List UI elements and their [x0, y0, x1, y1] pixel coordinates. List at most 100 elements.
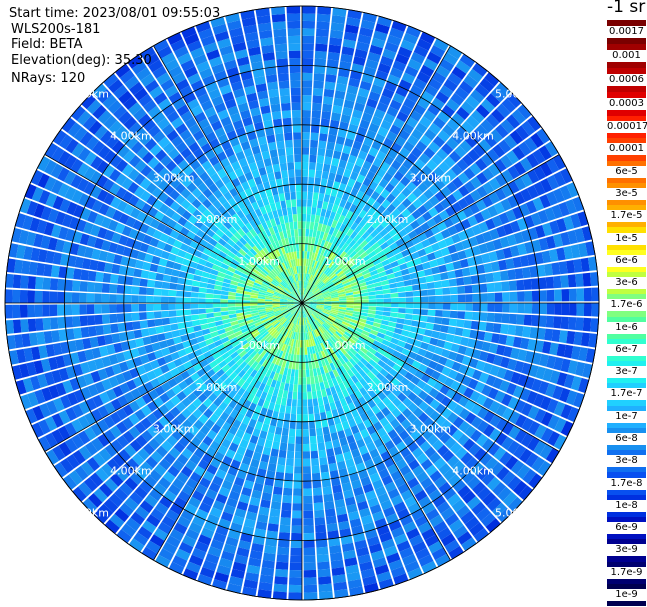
ppi-gate-cell: [177, 159, 189, 171]
ppi-gate-cell: [324, 298, 332, 301]
ppi-gate-cell: [580, 332, 590, 347]
ppi-gate-cell: [255, 345, 263, 353]
ppi-gate-cell: [221, 352, 230, 360]
ppi-gate-cell: [188, 382, 199, 392]
ppi-gate-cell: [328, 261, 335, 269]
ppi-gate-cell: [237, 200, 246, 210]
ppi-gate-cell: [457, 485, 471, 499]
ppi-gate-cell: [416, 71, 431, 84]
ppi-gate-cell: [166, 535, 181, 548]
ppi-gate-cell: [541, 250, 552, 264]
ppi-gate-cell: [288, 214, 293, 223]
ppi-gate-cell: [296, 303, 302, 309]
ppi-gate-cell: [412, 418, 423, 430]
ppi-gate-cell: [302, 303, 304, 311]
ppi-gate-cell: [112, 209, 123, 222]
ppi-gate-cell: [304, 347, 308, 355]
ppi-gate-cell: [476, 264, 486, 274]
ppi-gate-cell: [395, 238, 405, 247]
ppi-gate-cell: [339, 347, 347, 355]
ppi-gate-cell: [206, 166, 217, 177]
ppi-gate-cell: [327, 218, 334, 227]
ppi-gate-cell: [285, 147, 294, 156]
ppi-gate-cell: [572, 196, 584, 212]
ppi-gate-cell: [339, 199, 347, 208]
ppi-gate-cell: [365, 153, 376, 164]
ppi-gate-cell: [209, 155, 220, 166]
ppi-gate-cell: [74, 465, 89, 481]
ppi-gate-cell: [235, 240, 244, 249]
ppi-gate-cell: [153, 288, 162, 296]
ppi-gate-cell: [347, 9, 362, 20]
ppi-gate-cell: [431, 330, 440, 339]
ppi-gate-cell: [111, 333, 121, 344]
ppi-gate-cell: [510, 347, 520, 360]
ppi-gate-cell: [390, 260, 399, 268]
ppi-gate-cell: [374, 363, 383, 373]
ppi-gate-cell: [58, 441, 72, 457]
ppi-gate-cell: [302, 300, 310, 303]
ppi-gate-cell: [450, 252, 460, 262]
ppi-gate-cell: [205, 488, 218, 500]
ppi-gate-cell: [486, 312, 495, 322]
ppi-gate-cell: [484, 72, 500, 87]
ppi-gate-cell: [326, 141, 335, 151]
ppi-gate-cell: [274, 312, 283, 317]
ppi-gate-cell: [221, 315, 230, 320]
ppi-gate-cell: [328, 327, 336, 335]
ppi-gate-cell: [87, 384, 99, 397]
ppi-gate-cell: [224, 326, 233, 333]
ppi-gate-cell: [342, 265, 350, 273]
ppi-gate-cell: [230, 235, 239, 244]
ppi-gate-cell: [307, 307, 314, 313]
ppi-gate-cell: [118, 235, 129, 246]
ppi-gate-cell: [376, 214, 386, 224]
ppi-gate-cell: [254, 279, 263, 285]
ppi-gate-cell: [238, 63, 252, 74]
ppi-gate-cell: [238, 422, 248, 432]
ppi-gate-cell: [309, 259, 314, 268]
ppi-gate-cell: [492, 502, 507, 517]
ppi-gate-cell: [61, 117, 76, 133]
ppi-gate-cell: [196, 61, 211, 73]
ppi-gate-cell: [307, 274, 311, 282]
ppi-gate-cell: [316, 296, 324, 300]
ppi-gate-cell: [191, 255, 200, 264]
ppi-gate-cell: [183, 315, 192, 322]
ppi-gate-cell: [377, 359, 387, 368]
ppi-gate-cell: [500, 270, 509, 281]
ppi-gate-cell: [267, 463, 277, 472]
ppi-gate-cell: [507, 165, 520, 180]
ppi-gate-cell: [246, 279, 255, 285]
ppi-gate-cell: [438, 264, 448, 273]
ppi-gate-cell: [286, 450, 295, 459]
ppi-gate-cell: [372, 157, 383, 168]
ppi-gate-cell: [139, 242, 150, 253]
ppi-gate-cell: [329, 119, 340, 129]
ppi-gate-cell: [211, 63, 225, 75]
ppi-gate-cell: [186, 403, 197, 414]
ppi-gate-cell: [518, 141, 532, 156]
ppi-gate-cell: [495, 249, 506, 261]
ppi-gate-cell: [126, 330, 135, 340]
ppi-gate-cell: [520, 188, 532, 202]
ppi-gate-cell: [309, 304, 317, 307]
ppi-gate-cell: [542, 222, 553, 237]
ppi-gate-cell: [313, 312, 320, 318]
ppi-gate-cell: [180, 465, 193, 478]
colorbar-tick-label: 1e-9: [607, 588, 646, 601]
ppi-gate-cell: [403, 435, 415, 447]
ppi-gate-cell: [309, 300, 317, 303]
ppi-gate-cell: [298, 317, 301, 326]
ppi-gate-cell: [344, 342, 352, 350]
ppi-gate-cell: [371, 325, 380, 332]
ppi-gate-cell: [302, 206, 307, 214]
ppi-gate-cell: [337, 312, 345, 317]
ppi-gate-cell: [336, 206, 344, 215]
ppi-gate-cell: [480, 119, 494, 133]
ppi-gate-cell: [280, 307, 289, 311]
ppi-gate-cell: [273, 28, 287, 38]
ppi-gate-cell: [282, 117, 292, 126]
ppi-gate-cell: [244, 285, 253, 290]
ppi-gate-cell: [102, 94, 117, 109]
